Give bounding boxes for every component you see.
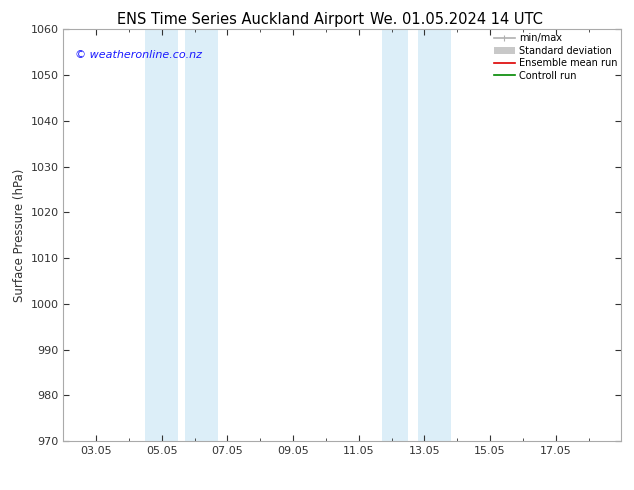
Bar <box>185 29 217 441</box>
Legend: min/max, Standard deviation, Ensemble mean run, Controll run: min/max, Standard deviation, Ensemble me… <box>492 31 619 82</box>
Text: © weatheronline.co.nz: © weatheronline.co.nz <box>75 50 202 60</box>
Bar <box>145 29 178 441</box>
Y-axis label: Surface Pressure (hPa): Surface Pressure (hPa) <box>13 169 26 302</box>
Text: We. 01.05.2024 14 UTC: We. 01.05.2024 14 UTC <box>370 12 543 27</box>
Bar <box>382 29 408 441</box>
Text: ENS Time Series Auckland Airport: ENS Time Series Auckland Airport <box>117 12 365 27</box>
Bar <box>418 29 451 441</box>
